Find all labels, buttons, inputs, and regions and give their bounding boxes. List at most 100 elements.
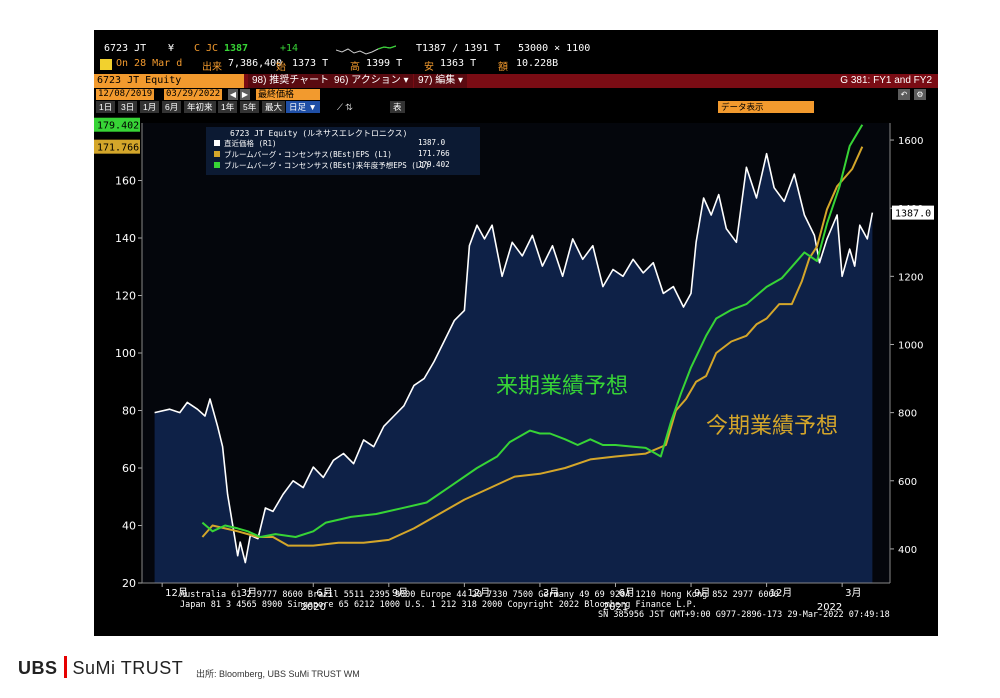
tag-price-box [892, 205, 934, 220]
x-axis-month-label: 12月 [770, 587, 793, 599]
turnover-label: 額 [498, 62, 508, 73]
range-1y[interactable]: 1年 [218, 101, 238, 113]
start-date-field[interactable]: 12/08/2019 [96, 89, 155, 100]
tag-eps-fy1-text: 171.766 [97, 143, 139, 154]
range-1d[interactable]: 1日 [96, 101, 116, 113]
x-axis-month-label: 6月 [618, 587, 634, 599]
tag-eps-fy2-text: 179.402 [97, 121, 139, 132]
brand-logo: UBS SuMi TRUST [18, 656, 183, 679]
range-6m[interactable]: 6月 [162, 101, 182, 113]
price-line [154, 152, 874, 564]
chart-type-icon[interactable]: ⟋ ⇅ [334, 101, 356, 113]
x-axis-month-label: 3月 [543, 587, 559, 599]
legend-label-price: 直近価格 (R1) [224, 139, 277, 148]
source-note: 出所: Bloomberg, UBS SuMi TRUST WM [196, 669, 360, 679]
x-axis-month-label: 12月 [467, 587, 490, 599]
quote-exchange: C JC [194, 43, 219, 54]
right-axis-tick-label: 800 [898, 409, 917, 420]
legend-label-eps-fy1: ブルームバーグ・コンセンサス(BEst)EPS (L1) [224, 150, 392, 159]
legend-swatch-eps-fy2 [214, 162, 220, 168]
quote-currency: ¥ [168, 43, 175, 54]
footer-session-info: SN 385956 JST GMT+9:00 G977-2896-173 29-… [598, 610, 890, 620]
annotation-current-fy: 今期業績予想 [706, 414, 838, 439]
legend-value-eps-fy1: 171.766 [418, 149, 450, 158]
table-button[interactable]: 表 [390, 101, 405, 113]
annotation-next-fy: 来期業績予想 [496, 374, 628, 399]
quote-date: On 28 Mar d [116, 58, 183, 69]
open-value: 1373 T [292, 58, 329, 69]
settings-icon[interactable]: ⚙ [914, 89, 926, 100]
quote-ticker: 6723 JT [104, 43, 147, 54]
left-axis-tick-label: 40 [122, 520, 136, 533]
range-bar: 1日 3日 1月 6月 年初来 1年 5年 最大 日足 ▼ ⟋ ⇅ 表 データ表… [94, 101, 938, 113]
x-axis-month-label: 9月 [392, 587, 408, 599]
quote-size: 53000 × 1100 [518, 43, 591, 54]
legend-swatch-price [214, 140, 220, 146]
price-eps-chart: 2040608010012014016040060080010001200140… [94, 113, 938, 633]
brand-separator [63, 656, 67, 678]
volume-value: 7,386,400 [228, 58, 283, 69]
sparkline-icon [336, 45, 396, 55]
price-area [154, 153, 873, 583]
date-bar: 12/08/2019 03/29/2022 ◀ ▶ 最終価格 ↶ ⚙ [94, 88, 938, 101]
security-ticker[interactable]: 6723 JT Equity [94, 74, 244, 88]
period-select[interactable]: 最終価格 [256, 89, 320, 100]
right-axis-tick-label: 600 [898, 477, 917, 488]
quote-bid-ask: T1387 / 1391 T [416, 43, 501, 54]
end-date-field[interactable]: 03/29/2022 [164, 89, 223, 100]
right-axis-tick-label: 1600 [898, 136, 923, 147]
price-area-fill [154, 153, 873, 583]
next-period-button[interactable]: ▶ [240, 89, 250, 100]
function-bar: 6723 JT Equity 98) 推奨チャート ▾ 96) アクション ▾ … [94, 74, 938, 88]
x-axis-month-label: 6月 [316, 587, 332, 599]
chart-legend: 6723 JT Equity (ルネサスエレクトロニクス) 直近価格 (R1) … [206, 127, 480, 175]
tag-eps-fy1-box [94, 139, 140, 154]
menu-actions[interactable]: 96) アクション ▾ [330, 74, 413, 88]
undo-icon[interactable]: ↶ [898, 89, 910, 100]
left-axis-tick-label: 120 [115, 290, 136, 303]
range-3d[interactable]: 3日 [118, 101, 138, 113]
quote-change: +14 [280, 43, 299, 54]
range-1m[interactable]: 1月 [140, 101, 160, 113]
turnover-value: 10.228B [516, 58, 559, 69]
right-axis-tick-label: 400 [898, 545, 917, 556]
tag-price-text: 1387.0 [895, 209, 931, 220]
tag-eps-fy1: 171.766 [94, 139, 140, 154]
x-axis-month-label: 12月 [165, 587, 188, 599]
right-axis-tick-label: 1000 [898, 340, 923, 351]
open-label: 始 [276, 62, 286, 73]
bloomberg-terminal: 6723 JT ¥ C JC 1387 +14 T1387 / 1391 T 5… [94, 30, 938, 636]
x-axis-month-label: 3月 [845, 587, 861, 599]
footer-contacts-line2: Japan 81 3 4565 8900 Singapore 65 6212 1… [180, 600, 697, 610]
brand-ubs: UBS [18, 658, 58, 678]
range-ytd[interactable]: 年初来 [184, 101, 216, 113]
range-max[interactable]: 最大 [262, 101, 286, 113]
high-value: 1399 T [366, 58, 403, 69]
chart-series [154, 124, 874, 564]
left-axis-tick-label: 100 [115, 347, 136, 360]
x-axis-year-label: 2021 [603, 602, 628, 613]
brand-sumi-trust: SuMi TRUST [72, 658, 184, 678]
footer-contacts-line1: Australia 61 2 9777 8600 Brazil 5511 239… [180, 590, 779, 600]
data-display-field[interactable]: データ表示 [718, 101, 814, 113]
left-axis-tick-label: 20 [122, 577, 136, 590]
prev-period-button[interactable]: ◀ [228, 89, 238, 100]
range-5y[interactable]: 5年 [240, 101, 260, 113]
legend-value-price: 1387.0 [418, 138, 446, 147]
left-axis-tick-label: 140 [115, 232, 136, 245]
range-daily[interactable]: 日足 ▼ [286, 101, 320, 113]
low-value: 1363 T [440, 58, 477, 69]
tag-price: 1387.0 [892, 205, 934, 220]
graph-title: G 381: FY1 and FY2 [840, 75, 932, 86]
legend-swatch-eps-fy1 [214, 151, 220, 157]
left-axis-tick-label: 80 [122, 405, 136, 418]
volume-label: 出来 [202, 62, 222, 73]
left-axis-tick-label: 160 [115, 175, 136, 188]
alert-icon [100, 59, 112, 70]
menu-edit[interactable]: 97) 編集 ▾ [414, 74, 468, 88]
quote-last-price: 1387 [224, 43, 249, 54]
menu-recommended-chart[interactable]: 98) 推奨チャート ▾ [248, 74, 341, 88]
legend-value-eps-fy2: 179.402 [418, 160, 450, 169]
low-label: 安 [424, 62, 434, 73]
